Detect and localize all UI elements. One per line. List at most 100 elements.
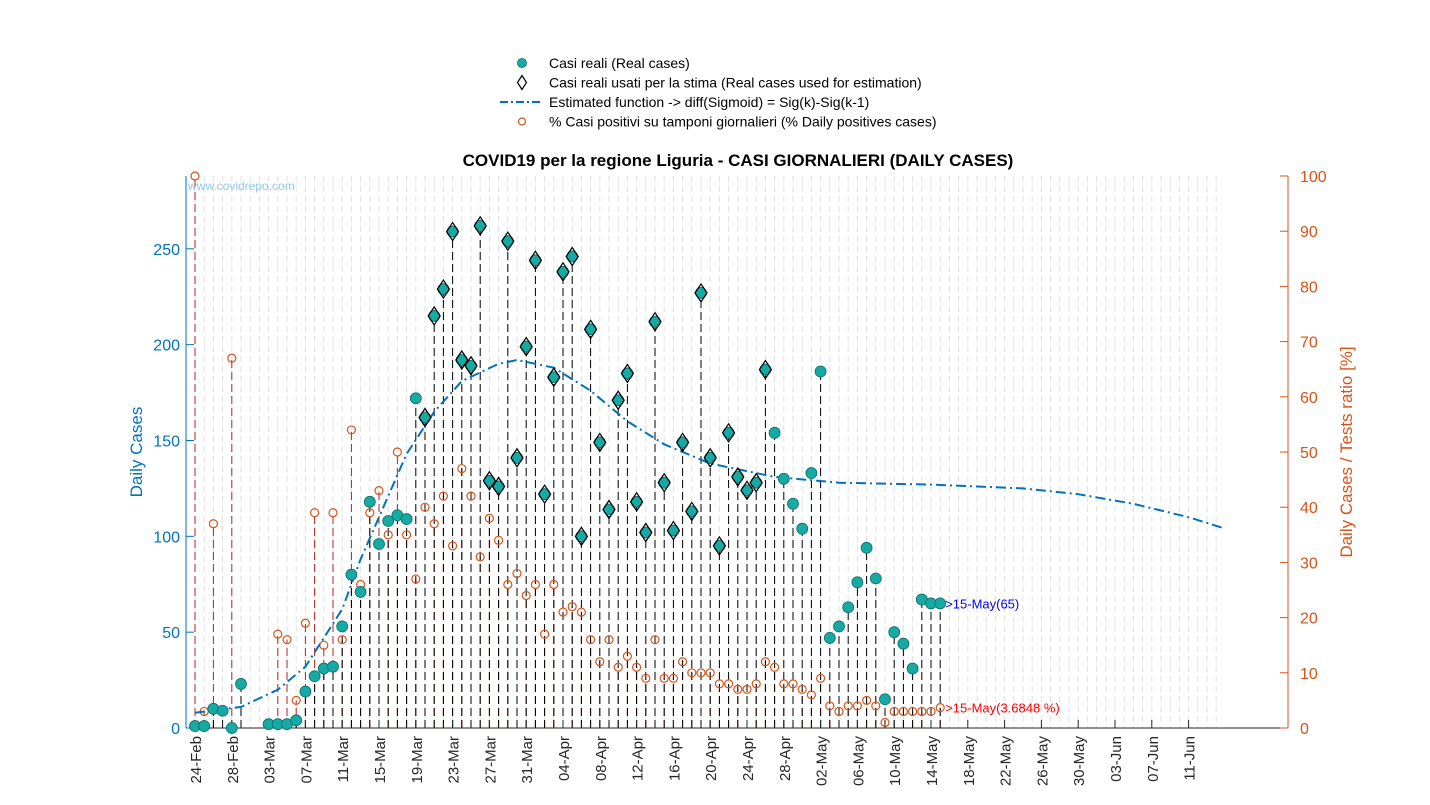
real-case-point [787, 497, 799, 510]
estimation-diamond [537, 484, 552, 505]
estimation-diamond [712, 535, 727, 556]
percent-point [503, 579, 513, 590]
percent-point [448, 541, 458, 551]
percent-point [631, 662, 642, 672]
percent-point [926, 706, 936, 717]
real-case-point [336, 620, 349, 633]
real-case-point [869, 572, 882, 585]
x-tick-label: 15-Mar [372, 736, 389, 784]
percent-point [705, 668, 715, 678]
estimation-diamond [694, 282, 708, 303]
legend-label: % Casi positivi su tamponi giornalieri (… [549, 114, 936, 130]
estimation-diamond [639, 522, 653, 543]
x-tick-label: 18-May [961, 736, 978, 787]
estimation-diamond [436, 279, 451, 300]
real-case-point [888, 626, 901, 639]
percent-point [392, 447, 402, 457]
percent-point [779, 679, 789, 689]
estimation-diamond [749, 472, 763, 493]
real-case-point [879, 693, 891, 706]
legend-open-circle-icon [517, 117, 527, 126]
percent-point [595, 657, 605, 667]
real-case-point [842, 601, 855, 614]
percent-point [613, 662, 623, 672]
real-case-point [796, 522, 809, 535]
percent-point [650, 635, 660, 645]
y2-tick-label: 80 [1300, 279, 1318, 296]
legend: Casi reali (Real cases) Casi reali usati … [500, 55, 936, 130]
percent-point [383, 530, 393, 540]
x-tick-label: 14-May [924, 736, 941, 787]
real-case-point [299, 685, 312, 698]
estimation-diamond [620, 363, 635, 384]
percent-point [871, 701, 881, 711]
percent-point [769, 662, 780, 672]
estimation-diamond [501, 231, 515, 252]
estimation-diamond [418, 407, 432, 428]
percent-point [714, 679, 725, 689]
percent-point [880, 717, 890, 728]
real-case-point [290, 714, 303, 727]
estimation-diamond [491, 476, 506, 497]
percent-point [291, 695, 301, 706]
real-case-point [897, 637, 910, 650]
estimation-diamond [519, 336, 533, 357]
estimation-diamond [675, 432, 690, 453]
percent-point [411, 574, 421, 584]
y2-tick-label: 60 [1300, 390, 1318, 407]
estimation-diamond [464, 355, 478, 376]
percent-point [861, 695, 872, 706]
estimation-diamond [574, 526, 589, 547]
percent-point [429, 519, 439, 529]
percent-point [475, 552, 485, 562]
estimation-diamond [685, 501, 699, 522]
percent-point [567, 601, 577, 612]
percent-point [494, 535, 504, 545]
real-case-point [225, 722, 238, 734]
x-tick-label: 23-Mar [446, 736, 463, 784]
annotation-last-cases: >15-May(65) [945, 596, 1019, 611]
percent-point [696, 668, 706, 678]
x-tick-label: 31-Mar [519, 736, 536, 784]
x-tick-label: 16-Apr [666, 736, 683, 781]
percent-point [760, 657, 771, 667]
percent-point [806, 690, 817, 700]
percent-point [365, 508, 375, 518]
real-case-point [345, 568, 358, 581]
percent-point [282, 635, 292, 645]
legend-circle-icon [517, 58, 527, 68]
real-case-point [768, 426, 781, 439]
axes: 0 50 100 150 200 250 0 10 20 30 40 50 60 70 80 90 100 24-… [153, 169, 1327, 786]
y2-tick-label: 30 [1300, 555, 1318, 572]
percent-point [402, 530, 412, 540]
y-axis-label: Daily Cases [127, 407, 146, 498]
estimation-diamond [602, 499, 616, 520]
x-tick-label: 26-May [1034, 736, 1051, 787]
y-tick-label: 200 [153, 338, 180, 355]
real-case-point [906, 662, 919, 675]
x-tick-label: 24-Feb [188, 736, 205, 784]
x-tick-label: 12-Apr [630, 736, 647, 781]
y2-tick-label: 20 [1300, 611, 1318, 628]
percent-point [677, 657, 688, 667]
x-tick-label: 27-Mar [482, 736, 499, 784]
estimation-diamond [731, 466, 745, 487]
percent-point [604, 635, 614, 645]
percent-point [346, 425, 356, 435]
x-tick-label: 11-Jun [1182, 736, 1199, 781]
real-case-point [860, 541, 873, 554]
percent-point [797, 684, 807, 694]
x-tick-label: 28-Apr [777, 736, 794, 781]
estimation-diamond [427, 305, 441, 326]
percent-point [273, 629, 283, 639]
stem-lines [194, 176, 1217, 728]
estimation-diamond [510, 447, 524, 468]
percent-point [420, 502, 430, 512]
percent-point [622, 651, 633, 661]
y-tick-label: 50 [162, 625, 180, 642]
percent-point [585, 635, 596, 645]
legend-diamond-icon [516, 74, 528, 91]
estimation-diamond [758, 359, 773, 380]
series-layer [189, 171, 1226, 734]
